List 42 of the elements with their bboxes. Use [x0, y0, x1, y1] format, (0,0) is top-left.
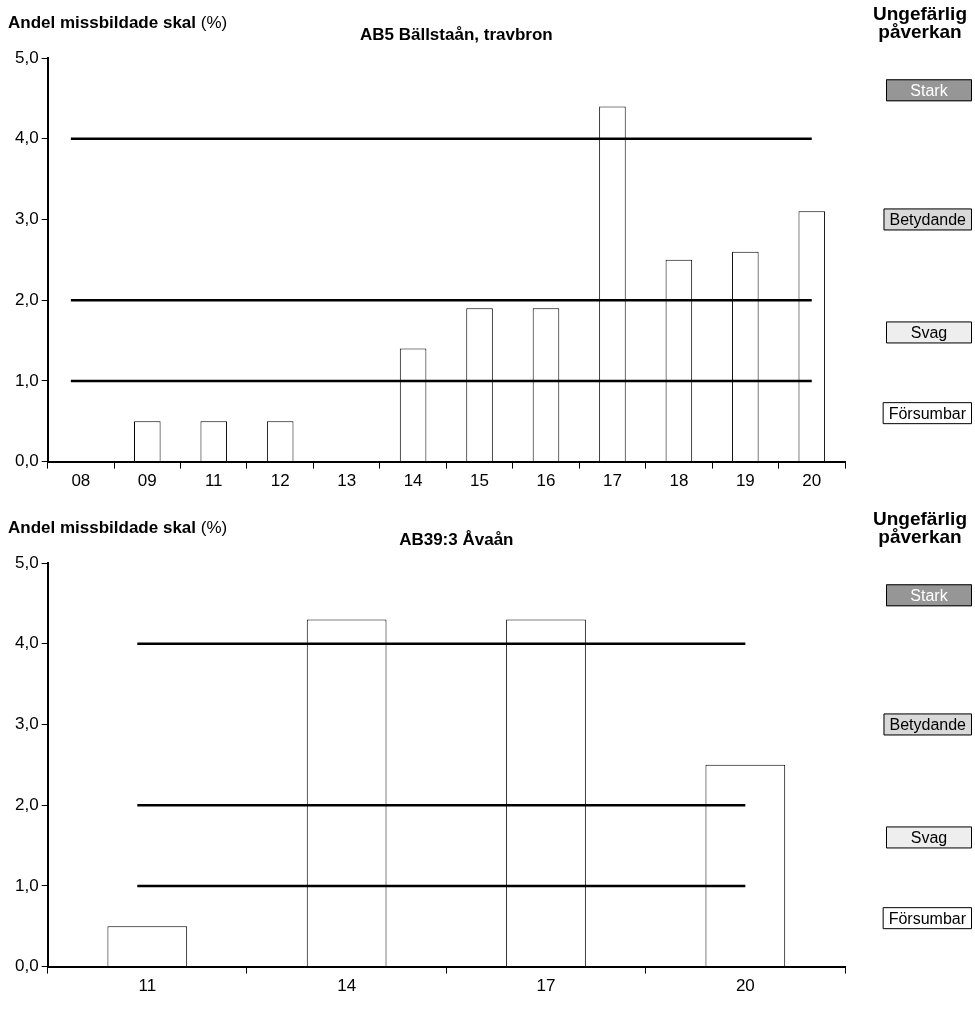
y-tick-label: 5,0: [14, 47, 39, 67]
x-tick-label: 14: [337, 976, 357, 996]
x-tick-label: 15: [470, 471, 489, 491]
text: Betydande: [889, 210, 967, 228]
x-tick-label: 20: [735, 976, 755, 996]
y-tick-label: 3,0: [14, 714, 39, 734]
y-axis-title: Andel missbildade skal (%): [8, 13, 228, 32]
y-tick-label: 4,0: [14, 633, 39, 653]
y-tick-label: 0,0: [14, 956, 39, 976]
x-tick-label: 18: [669, 471, 689, 491]
y-tick-label: 0,0: [14, 451, 39, 471]
text: Svag: [910, 828, 948, 846]
text: Försumbar: [888, 404, 967, 422]
x-tick-label: 16: [536, 471, 556, 491]
y-tick-label: 4,0: [14, 128, 39, 148]
x-tick-label: 17: [602, 471, 622, 491]
text: Betydande: [889, 715, 967, 733]
text: Svag: [910, 323, 948, 341]
y-axis-title: Andel missbildade skal (%): [8, 518, 228, 537]
text: Försumbar: [888, 909, 967, 927]
x-tick-label: 12: [270, 471, 290, 491]
x-tick-label: 19: [735, 471, 755, 491]
x-tick-label: 11: [204, 471, 223, 491]
x-tick-label: 11: [138, 976, 157, 996]
y-tick-label: 1,0: [14, 370, 39, 390]
text: Stark: [910, 586, 949, 604]
x-tick-label: 08: [71, 471, 91, 491]
x-tick-label: 09: [137, 471, 157, 491]
chart-title: AB39:3 Åvaån: [399, 530, 514, 549]
y-tick-label: 2,0: [14, 794, 39, 814]
y-tick-label: 5,0: [14, 552, 39, 572]
text: Ungefärlig påverkan: [873, 3, 967, 42]
chart-title: AB5 Bällstaån, travbron: [359, 25, 553, 44]
x-tick-label: 17: [536, 976, 556, 996]
y-tick-label: 3,0: [14, 209, 39, 229]
x-tick-label: 13: [337, 471, 357, 491]
text: Stark: [910, 81, 949, 99]
y-tick-label: 2,0: [14, 289, 39, 309]
x-tick-label: 20: [802, 471, 822, 491]
x-tick-label: 14: [403, 471, 423, 491]
text: Ungefärlig påverkan: [873, 508, 967, 547]
y-tick-label: 1,0: [14, 875, 39, 895]
